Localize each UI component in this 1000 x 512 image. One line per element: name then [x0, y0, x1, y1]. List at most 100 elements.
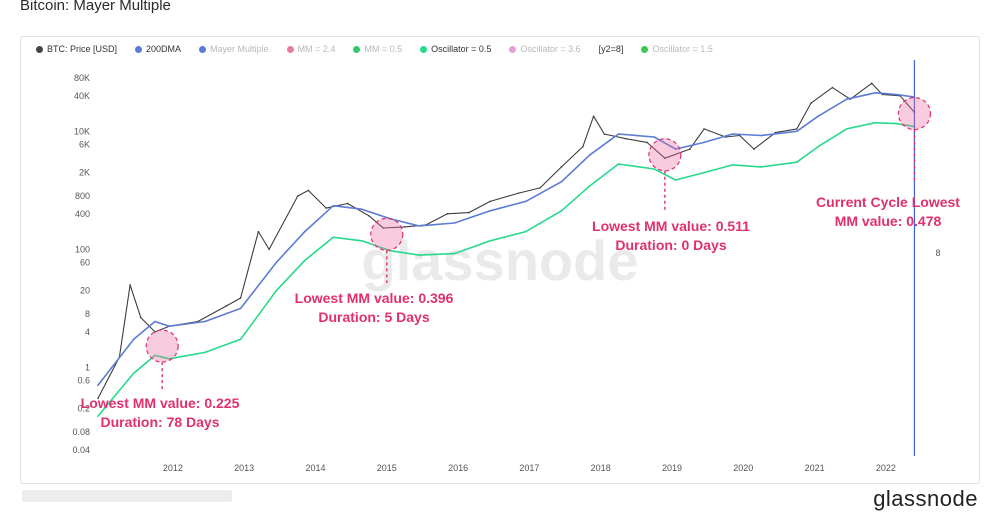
y-tick-label: 400	[75, 209, 90, 219]
series-point	[489, 210, 491, 212]
legend-label: Mayer Multiple	[210, 44, 269, 54]
x-tick-label: 2018	[591, 463, 611, 473]
annotation-circle	[145, 329, 179, 363]
series-point	[874, 91, 877, 94]
chart-legend: BTC: Price [USD] 200DMA Mayer Multiple MM =…	[36, 44, 713, 54]
annotation-text: Duration: 0 Days	[615, 237, 726, 253]
series-point	[368, 215, 370, 217]
series-point	[831, 86, 834, 89]
y-tick-label: 0.08	[72, 427, 90, 437]
annotation-circle	[648, 138, 682, 172]
series-point	[418, 225, 420, 227]
annotation-text: Current Cycle Lowest	[816, 194, 960, 210]
series-point	[560, 166, 563, 168]
legend-item[interactable]: [y2=8]	[599, 44, 624, 54]
series-point	[489, 200, 491, 203]
series-point	[225, 305, 228, 307]
series-point	[760, 134, 762, 137]
series-point	[664, 157, 666, 160]
legend-label: BTC: Price [USD]	[47, 44, 118, 54]
series-point	[674, 148, 677, 150]
series-point	[760, 166, 762, 168]
series-point	[307, 189, 310, 192]
legend-label: MM = 0.5	[364, 44, 403, 54]
footer-blurred-text	[22, 490, 232, 502]
legend-item[interactable]: Oscillator = 0.5	[420, 44, 491, 54]
series-point	[275, 289, 278, 292]
series-point	[753, 148, 755, 150]
series-point	[731, 133, 734, 135]
series-point	[382, 227, 385, 229]
legend-item[interactable]: MM = 2.4	[286, 44, 336, 54]
series-point	[845, 98, 848, 100]
series-point	[582, 145, 584, 148]
x-tick-label: 2013	[234, 463, 254, 473]
y-tick-label: 10K	[74, 126, 90, 136]
series-point	[525, 230, 527, 233]
annotation-text: Lowest MM value: 0.225	[81, 395, 240, 411]
legend-item[interactable]: BTC: Price [USD]	[36, 44, 117, 54]
legend-swatch	[286, 45, 294, 53]
legend-item[interactable]: 200DMA	[135, 44, 181, 54]
y-tick-label: 1	[85, 362, 90, 372]
series-point	[361, 208, 363, 210]
x-tick-label: 2012	[163, 463, 183, 473]
series-point	[446, 213, 449, 215]
series-point	[603, 133, 606, 135]
x-tick-label: 2017	[519, 463, 539, 473]
series-point	[129, 284, 131, 286]
x-tick-label: 2020	[733, 463, 753, 473]
y-tick-label: 2K	[79, 168, 90, 178]
y2-axis-label: 8	[935, 248, 940, 258]
series-point	[874, 121, 877, 124]
series-point	[275, 261, 278, 264]
series-point	[97, 415, 99, 417]
x-tick-label: 2015	[377, 463, 397, 473]
series-point	[168, 358, 171, 360]
series-point	[403, 226, 406, 228]
brand-logo: glassnode	[873, 486, 978, 511]
series-point	[795, 161, 798, 163]
y-tick-label: 60	[80, 257, 90, 267]
series-point	[325, 207, 327, 209]
series-point	[346, 202, 349, 205]
x-tick-label: 2014	[305, 463, 325, 473]
series-point	[870, 82, 873, 85]
y-tick-label: 0.04	[72, 445, 90, 455]
x-tick-label: 2021	[805, 463, 825, 473]
annotation-text: MM value: 0.478	[835, 213, 942, 229]
legend-item[interactable]: Mayer Multiple	[199, 44, 269, 54]
y-tick-label: 20	[80, 286, 90, 296]
series-point	[204, 320, 206, 323]
legend-item[interactable]: Oscillator = 3.6	[509, 44, 581, 54]
legend-label: MM = 2.4	[297, 44, 336, 54]
series-point	[139, 316, 142, 319]
series-point	[795, 130, 798, 133]
series-point	[257, 230, 260, 233]
series-point	[617, 133, 620, 135]
legend-swatch	[135, 45, 143, 53]
watermark: glassnode	[362, 229, 639, 292]
series-point	[204, 351, 206, 354]
series-point	[674, 179, 677, 181]
legend-label: Oscillator = 0.5	[431, 44, 492, 54]
legend-label: [y2=8]	[598, 44, 624, 54]
legend-label: Oscillator = 3.6	[520, 44, 581, 54]
y-tick-label: 0.2	[77, 404, 90, 414]
page-title: Bitcoin: Mayer Multiple	[20, 0, 171, 14]
y-tick-label: 40K	[74, 91, 90, 101]
legend-swatch	[420, 45, 428, 53]
legend-item[interactable]: Oscillator = 1.5	[641, 44, 713, 54]
x-tick-label: 2019	[662, 463, 682, 473]
legend-label: Oscillator = 1.5	[652, 44, 713, 54]
series-point	[332, 236, 335, 239]
series-point	[653, 168, 655, 170]
series-point	[517, 192, 520, 194]
series-point	[624, 137, 627, 140]
annotation-text: Lowest MM value: 0.511	[592, 218, 750, 234]
legend-item[interactable]: MM = 0.5	[353, 44, 402, 54]
series-point	[303, 230, 306, 233]
series-point	[296, 195, 299, 197]
y-tick-label: 80K	[74, 73, 90, 83]
